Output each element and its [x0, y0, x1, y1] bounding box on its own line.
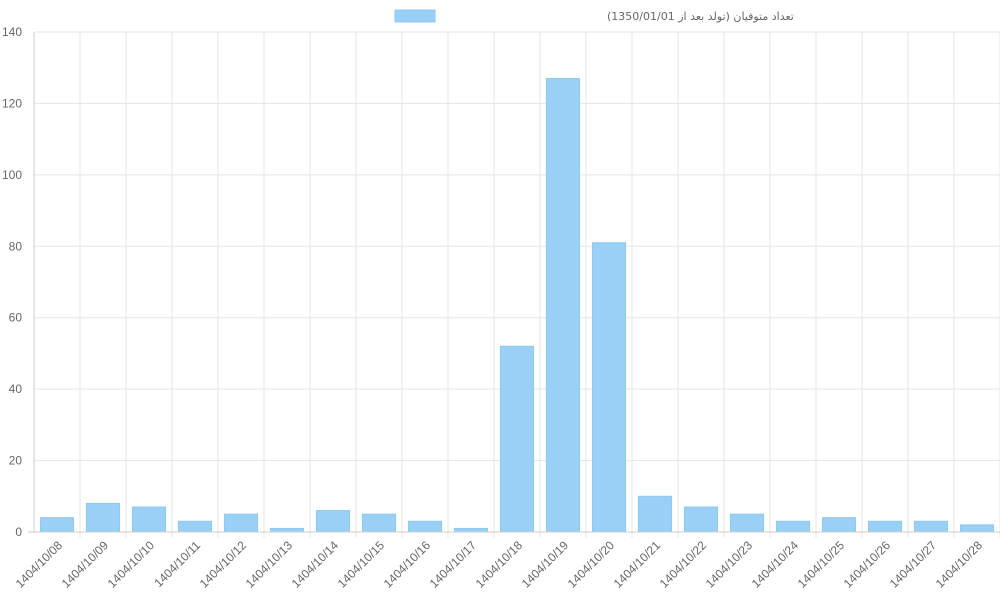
- bar: [775, 520, 811, 533]
- grid: [34, 31, 1000, 538]
- x-tick-label: 1404/10/23: [703, 538, 756, 591]
- legend-swatch[interactable]: [394, 9, 436, 23]
- bar: [177, 520, 213, 533]
- bar: [39, 517, 75, 533]
- y-axis: 0 20 40 60 80 100 120 140: [2, 25, 35, 539]
- bar: [637, 495, 673, 533]
- y-tick-label: 40: [9, 382, 23, 396]
- x-tick-label: 1404/10/21: [611, 538, 664, 591]
- bar: [269, 527, 305, 533]
- x-tick-label: 1404/10/19: [519, 538, 572, 591]
- x-tick-label: 1404/10/16: [381, 538, 434, 591]
- x-tick-label: 1404/10/20: [565, 538, 618, 591]
- bar: [913, 520, 949, 533]
- x-tick-label: 1404/10/15: [335, 538, 388, 591]
- x-tick-label: 1404/10/09: [59, 538, 112, 591]
- bar: [407, 520, 443, 533]
- x-tick-label: 1404/10/13: [243, 538, 296, 591]
- bar: [729, 513, 765, 533]
- x-tick-label: 1404/10/26: [841, 538, 894, 591]
- bars: [39, 77, 995, 533]
- y-tick-label: 80: [9, 239, 23, 253]
- x-tick-label: 1404/10/08: [13, 538, 66, 591]
- y-tick-label: 140: [2, 25, 22, 39]
- bar: [361, 513, 397, 533]
- y-tick-label: 100: [2, 168, 22, 182]
- bar: [315, 510, 351, 533]
- x-tick-label: 1404/10/11: [151, 538, 203, 590]
- bar: [131, 506, 167, 533]
- y-tick-label: 0: [15, 525, 22, 539]
- bar: [683, 506, 719, 533]
- legend-label: تعداد متوفیان (تولد بعد از 1350/01/01): [607, 10, 794, 23]
- bar: [545, 77, 581, 533]
- bar: [453, 527, 489, 533]
- x-tick-label: 1404/10/25: [795, 538, 848, 591]
- bar: [821, 517, 857, 533]
- x-tick-label: 1404/10/17: [427, 538, 480, 591]
- bar: [867, 520, 903, 533]
- y-tick-label: 120: [2, 96, 22, 110]
- bar: [591, 242, 627, 533]
- y-tick-label: 60: [9, 311, 23, 325]
- x-tick-label: 1404/10/10: [105, 538, 158, 591]
- x-tick-label: 1404/10/27: [887, 538, 940, 591]
- x-axis: 1404/10/081404/10/091404/10/101404/10/11…: [13, 531, 1000, 591]
- bar: [959, 524, 995, 533]
- x-tick-label: 1404/10/24: [749, 538, 802, 591]
- bar: [223, 513, 259, 533]
- legend[interactable]: تعداد متوفیان (تولد بعد از 1350/01/01): [394, 9, 794, 23]
- bar: [85, 502, 121, 533]
- x-tick-label: 1404/10/28: [933, 538, 986, 591]
- x-tick-label: 1404/10/22: [657, 538, 710, 591]
- y-tick-label: 20: [9, 454, 23, 468]
- x-tick-label: 1404/10/18: [473, 538, 526, 591]
- x-tick-label: 1404/10/14: [289, 538, 342, 591]
- x-tick-label: 1404/10/12: [197, 538, 250, 591]
- bar: [499, 345, 535, 533]
